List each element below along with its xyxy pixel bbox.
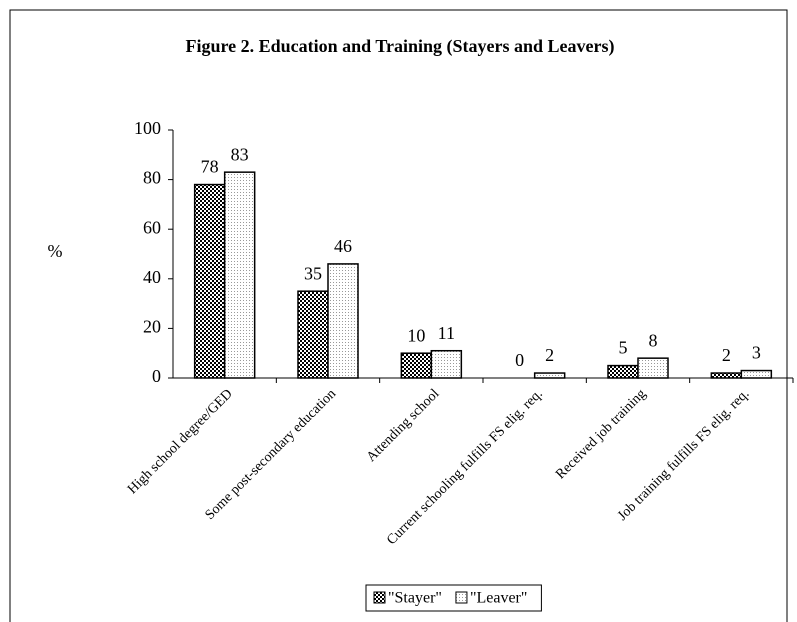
bar	[740, 369, 773, 379]
bar	[430, 349, 463, 379]
y-tick-label: 0	[152, 366, 161, 386]
bar	[710, 372, 743, 379]
data-label: 0	[515, 350, 524, 370]
data-label: 35	[304, 263, 322, 283]
legend-label: "Leaver"	[470, 590, 527, 607]
y-tick-label: 80	[143, 168, 161, 188]
bar	[607, 364, 639, 379]
chart-title: Figure 2. Education and Training (Stayer…	[185, 36, 614, 57]
y-axis-label: %	[48, 241, 63, 261]
bar	[193, 183, 226, 379]
data-label: 3	[752, 343, 761, 363]
bar	[297, 290, 329, 379]
y-tick-label: 60	[143, 217, 161, 237]
chart-frame	[9, 9, 788, 622]
data-label: 83	[231, 144, 249, 164]
data-label: 11	[438, 323, 455, 343]
data-label: 78	[201, 157, 219, 177]
y-tick-label: 20	[143, 317, 161, 337]
bar	[327, 263, 359, 379]
x-tick-label: High school degree/GED	[125, 386, 236, 497]
bar	[637, 357, 669, 379]
x-tick-label: Received job training	[553, 386, 649, 482]
data-label: 46	[334, 236, 352, 256]
legend-swatch	[455, 591, 468, 604]
data-label: 8	[649, 330, 658, 350]
bar	[533, 372, 566, 379]
y-tick-label: 100	[134, 118, 161, 138]
bar	[400, 352, 433, 379]
data-label: 2	[545, 345, 554, 365]
data-label: 5	[619, 338, 628, 358]
bar	[223, 171, 256, 379]
data-label: 2	[722, 345, 731, 365]
x-tick-label: Attending school	[364, 386, 443, 465]
y-tick-label: 40	[143, 267, 161, 287]
data-label: 10	[407, 325, 425, 345]
legend-label: "Stayer"	[388, 590, 442, 607]
legend	[365, 584, 542, 612]
legend-swatch	[373, 591, 386, 604]
